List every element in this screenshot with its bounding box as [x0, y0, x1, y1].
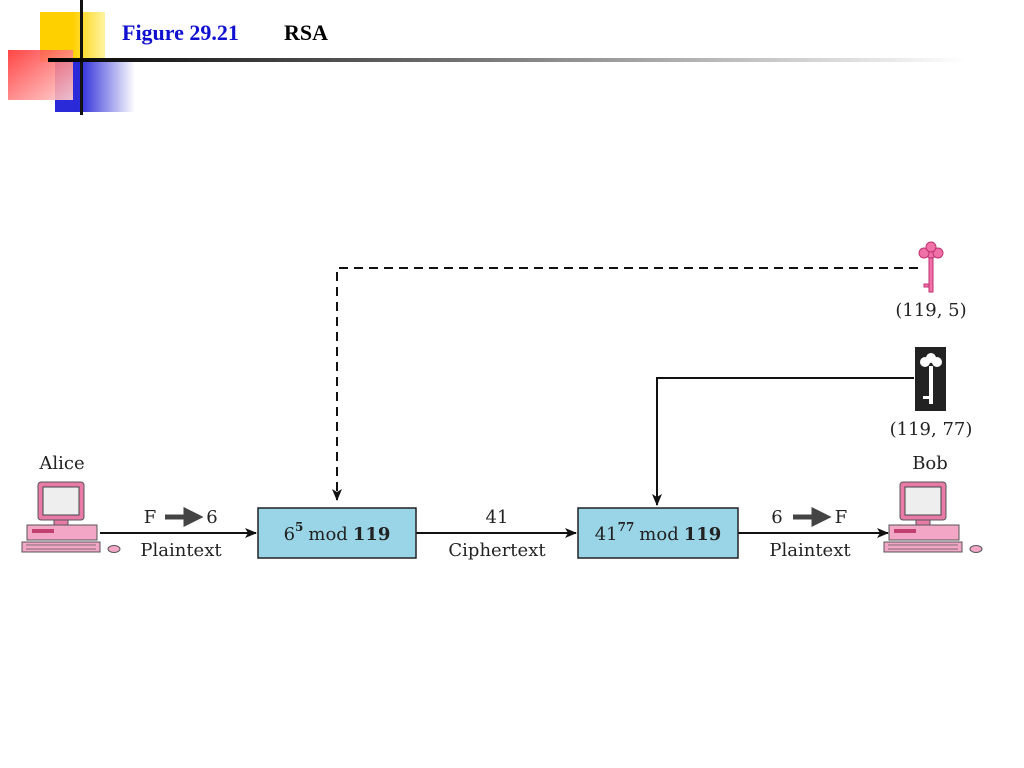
plain-number: 6: [206, 507, 217, 528]
operator: mod: [639, 524, 678, 545]
encrypt-box: [257, 507, 417, 559]
public-key-line: [332, 267, 918, 501]
encrypt-formula: 65 mod 119: [284, 520, 391, 545]
convert-arrow: [165, 506, 204, 528]
decrypt-formula: 4177 mod 119: [595, 520, 722, 545]
decoration: [8, 0, 968, 115]
public-key-icon: [918, 241, 944, 293]
edge-label: Plaintext: [769, 540, 851, 561]
figure-number: Figure 29.21: [122, 20, 239, 45]
decrypt-box: [577, 507, 739, 559]
node-label: Alice: [38, 453, 84, 474]
modulus: 119: [353, 524, 391, 545]
alice-computer: [21, 481, 121, 553]
edge-label: Ciphertext: [448, 540, 546, 561]
convert-arrow: [793, 506, 832, 528]
key-label: (119, 77): [890, 419, 973, 440]
bob-computer: [883, 481, 983, 553]
operator: mod: [308, 524, 347, 545]
plain-number: 6: [771, 507, 782, 528]
private-key-icon: [915, 347, 946, 411]
key-label: (119, 5): [895, 300, 966, 321]
node-label: Bob: [912, 453, 948, 474]
exponent: 5: [295, 520, 303, 534]
exponent: 77: [618, 520, 635, 534]
base: 41: [595, 524, 618, 545]
plain-char: F: [144, 507, 157, 528]
plain-char: F: [835, 507, 848, 528]
title: RSA: [284, 20, 328, 45]
private-key-line: [652, 377, 914, 506]
edge-label: Plaintext: [140, 540, 222, 561]
base: 6: [284, 524, 295, 545]
cipher-value: 41: [486, 507, 509, 528]
modulus: 119: [684, 524, 722, 545]
